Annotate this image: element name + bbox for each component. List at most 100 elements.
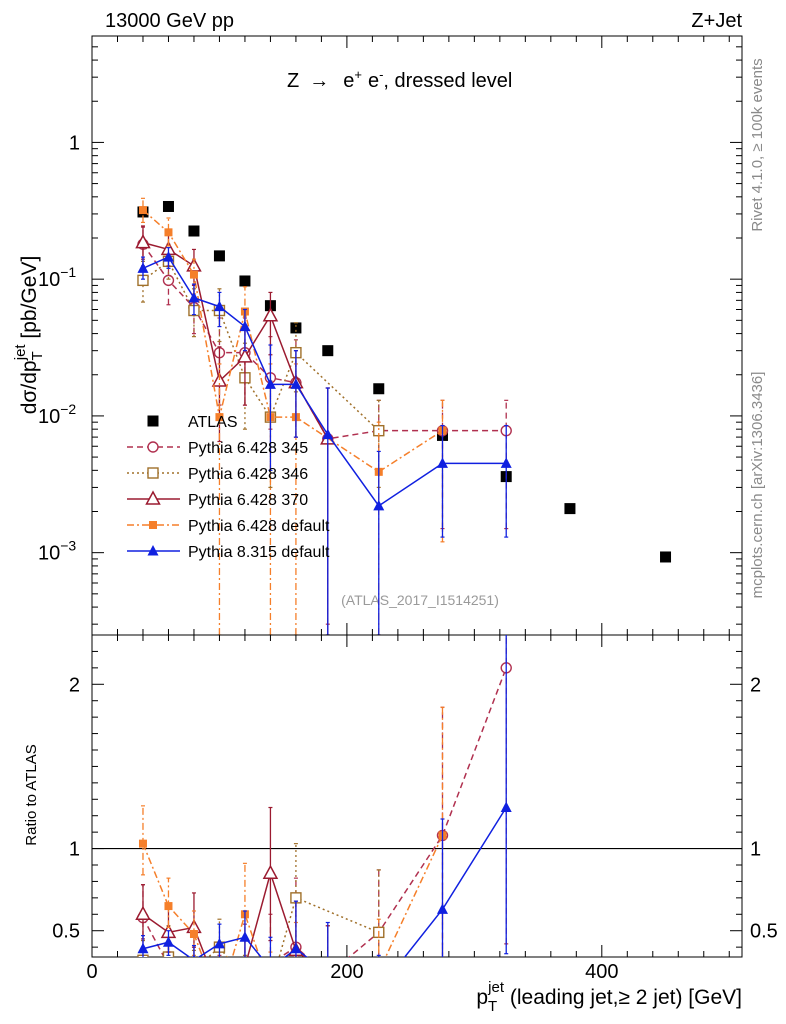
legend-marker xyxy=(149,521,157,529)
data-point xyxy=(138,206,147,215)
x-tick-label: 200 xyxy=(330,961,363,983)
legend-marker xyxy=(145,490,161,505)
legend-item-p345: Pythia 6.428 345 xyxy=(127,440,308,457)
y-tick-label: 10−1 xyxy=(38,264,76,291)
data-point xyxy=(238,960,251,972)
main-y-axis-label: dσ/dpTjet [pb/GeV] xyxy=(12,256,46,415)
data-point xyxy=(290,322,302,334)
data-point xyxy=(292,973,300,981)
data-point xyxy=(264,378,276,389)
data-point xyxy=(239,320,251,332)
legend-marker xyxy=(147,467,159,479)
data-point xyxy=(373,499,385,511)
legend-label: Pythia 6.428 345 xyxy=(188,440,308,457)
legend-item-pdef: Pythia 6.428 default xyxy=(127,518,330,535)
data-point xyxy=(138,839,147,848)
ratio-y-tick-label-left: 1 xyxy=(69,839,80,861)
data-point xyxy=(436,457,448,468)
data-point xyxy=(262,307,279,322)
data-point xyxy=(660,551,672,563)
header-right: Z+Jet xyxy=(691,10,742,32)
data-point xyxy=(373,984,384,995)
data-point xyxy=(322,428,334,440)
ratio-panel: 0 200 400 0.5 0.5 1 1 2 2 xyxy=(52,634,778,998)
legend-item-ATLAS: ATLAS xyxy=(147,414,238,431)
data-point xyxy=(162,251,174,262)
series-line-pdef xyxy=(142,209,443,473)
data-point xyxy=(375,968,383,976)
data-point xyxy=(265,959,275,969)
data-point xyxy=(290,942,302,954)
series-pdef xyxy=(138,197,447,635)
data-point xyxy=(265,983,275,993)
series-line-p370 xyxy=(142,241,329,440)
data-point xyxy=(214,975,224,985)
series-line-p345 xyxy=(142,667,507,957)
data-point xyxy=(192,954,196,957)
data-point xyxy=(162,200,174,212)
legend-label: Pythia 6.428 default xyxy=(188,518,330,535)
data-point xyxy=(137,942,149,954)
data-point xyxy=(189,962,199,972)
ratio-y-tick-label-right: 2 xyxy=(750,674,761,696)
data-point xyxy=(290,378,302,389)
data-point xyxy=(322,345,334,357)
data-point xyxy=(162,274,175,287)
data-point xyxy=(213,937,225,949)
data-point xyxy=(237,348,253,363)
x-tick-label: 400 xyxy=(585,961,618,983)
legend-marker xyxy=(147,545,159,556)
series-pdef xyxy=(138,706,447,981)
series-p8 xyxy=(137,635,512,995)
series-line-p346 xyxy=(142,260,380,432)
data-point xyxy=(215,413,224,422)
data-point xyxy=(189,965,199,975)
data-point xyxy=(189,930,198,938)
y-tick-label: 10−2 xyxy=(38,401,76,428)
legend-label: Pythia 6.428 370 xyxy=(188,492,308,509)
ratio-y-tick-label-left: 0.5 xyxy=(52,921,80,943)
data-point xyxy=(188,225,200,237)
data-point xyxy=(239,275,251,287)
series-line-p370 xyxy=(142,870,306,957)
ratio-y-tick-label-left: 2 xyxy=(69,674,80,696)
analysis-id: (ATLAS_2017_I1514251) xyxy=(341,592,499,608)
series-line-pdef xyxy=(142,835,444,957)
data-point xyxy=(135,234,151,249)
mcplots-label: mcplots.cern.ch [arXiv:1306.3436] xyxy=(749,372,766,599)
legend-marker xyxy=(147,415,159,427)
series-p370 xyxy=(135,806,330,998)
data-point xyxy=(564,503,576,515)
legend-item-p370: Pythia 6.428 370 xyxy=(127,490,308,509)
data-point xyxy=(213,986,226,998)
rivet-label: Rivet 4.1.0, ≥ 100k events xyxy=(749,58,766,231)
ratio-y-tick-label-right: 0.5 xyxy=(750,921,778,943)
data-point xyxy=(188,291,200,303)
data-point xyxy=(240,975,250,985)
data-point xyxy=(500,801,512,812)
process-label: Z → e+ e-, dressed level xyxy=(287,67,512,92)
legend-item-p8: Pythia 8.315 default xyxy=(127,544,330,561)
data-point xyxy=(262,864,279,879)
legend-label: ATLAS xyxy=(188,414,238,431)
legend-marker xyxy=(147,441,159,453)
data-point xyxy=(436,903,448,914)
data-point xyxy=(213,250,225,262)
ratio-frame xyxy=(91,634,743,958)
series-line-p346 xyxy=(162,896,380,957)
ratio-y-tick-label-right: 1 xyxy=(750,839,761,861)
data-point xyxy=(164,902,173,911)
series-line-p8 xyxy=(142,807,507,957)
legend-item-p346: Pythia 6.428 346 xyxy=(127,466,308,483)
y-tick-label: 1 xyxy=(69,132,80,154)
main-panel: 10−3 10−2 10−1 1 xyxy=(38,35,743,636)
data-point xyxy=(240,959,250,969)
data-point xyxy=(213,300,225,312)
ratio-y-axis-label: Ratio to ATLAS xyxy=(23,744,40,845)
y-tick-label: 10−3 xyxy=(38,538,76,565)
data-point xyxy=(163,960,173,970)
header-left: 13000 GeV pp xyxy=(105,10,234,32)
data-point xyxy=(135,905,151,921)
data-point xyxy=(500,457,512,468)
legend-label: Pythia 6.428 346 xyxy=(188,466,308,483)
